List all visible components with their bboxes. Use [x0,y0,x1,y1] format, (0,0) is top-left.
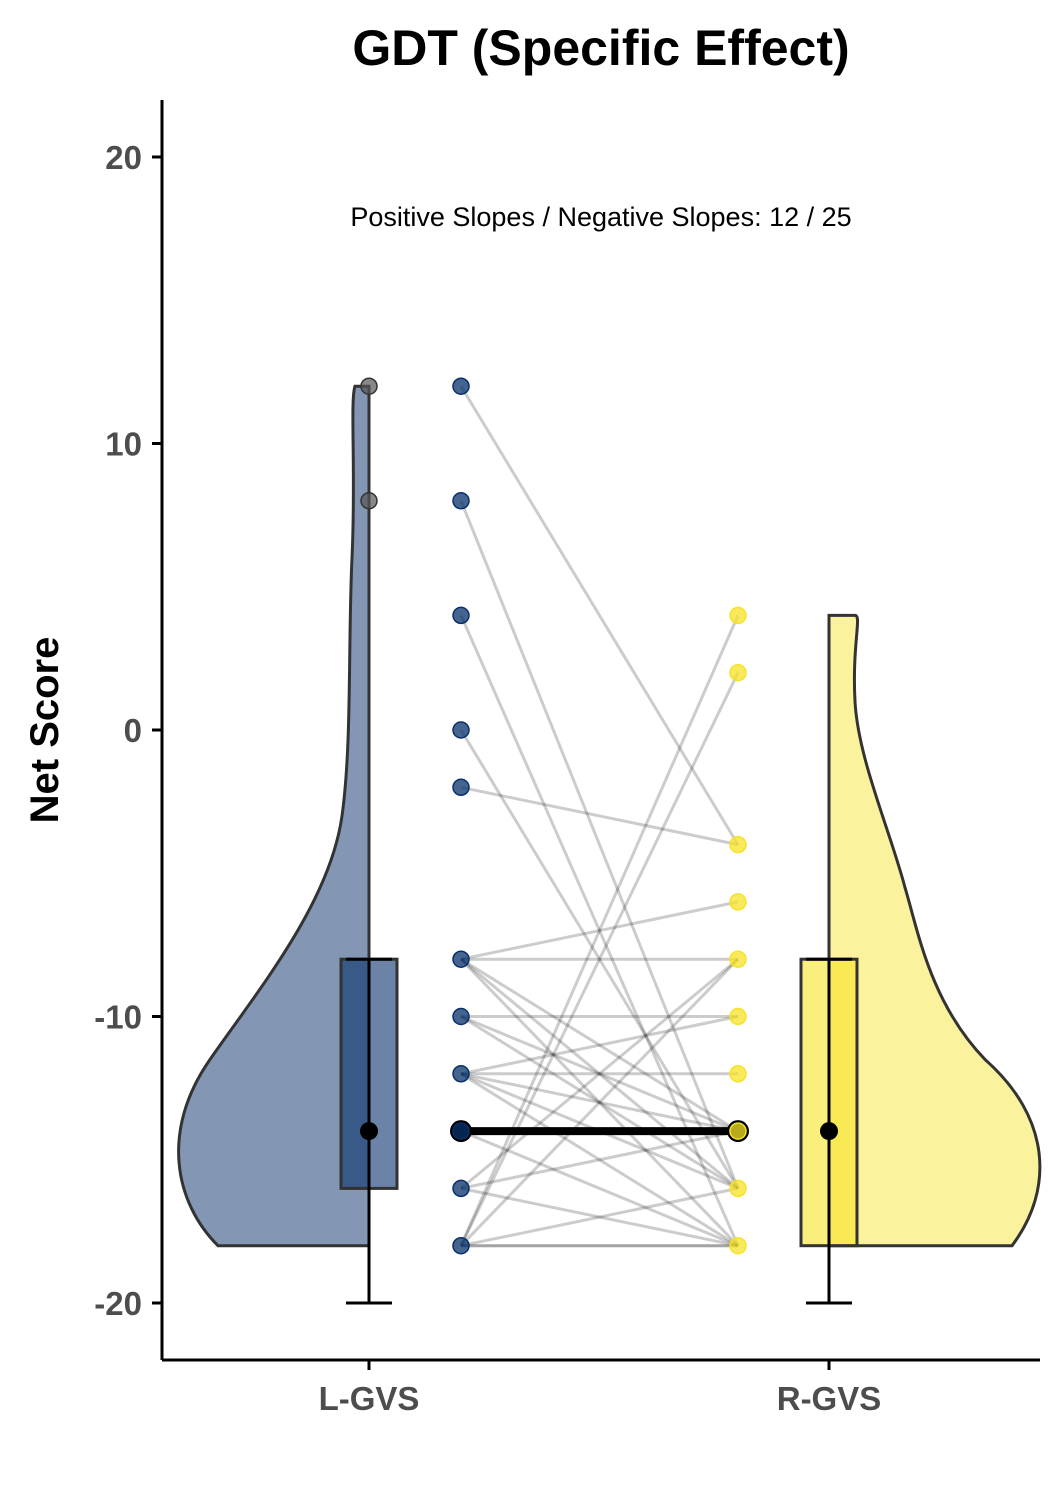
pair-line [460,1015,739,1133]
pair-line [459,385,740,846]
pair-line [459,729,740,1190]
data-point-l-gvs [452,1007,470,1026]
data-point-l-gvs [452,377,470,395]
data-point-l-gvs [452,1179,470,1198]
pair-line [460,958,739,1190]
pair-line [460,1072,739,1247]
data-point-r-gvs [729,1236,747,1255]
data-point-r-gvs [729,1007,747,1026]
y-tick-label: 10 [105,426,142,463]
chart-title: GDT (Specific Effect) [352,20,849,76]
pair-line [459,958,740,1247]
y-tick-label: -10 [94,999,142,1036]
data-point-l-gvs [452,778,470,797]
pair-line [460,957,739,1133]
data-point-l-gvs [452,1122,470,1140]
pair-line [459,958,740,1247]
data-point-r-gvs [729,950,747,968]
data-point-r-gvs [729,663,747,682]
data-point-r-gvs [729,1122,747,1140]
mean-point-l [360,1122,378,1141]
y-tick-label: 20 [105,139,142,176]
x-tick-label: R-GVS [777,1380,882,1417]
pair-line [460,1072,739,1133]
pair-line [459,614,740,1247]
y-tick-label: 0 [124,712,142,749]
data-point-r-gvs [729,606,747,625]
data-point-r-gvs [729,1065,747,1083]
plot-area: -20 -10 0 10 20 L-GVS R-GVS [94,100,1042,1417]
violin-r-gvs [827,613,1042,1248]
pair-line [460,900,739,961]
y-axis-label: Net Score [23,637,67,824]
data-point-r-gvs [729,1179,747,1198]
data-point-l-gvs [452,950,470,968]
pair-line [460,1129,739,1248]
data-point-l-gvs [452,1236,470,1255]
pair-line [459,672,740,1247]
data-point-l-gvs [452,721,470,739]
data-point-l-gvs [452,492,470,510]
data-point-r-gvs [729,835,747,854]
pair-line [460,1186,739,1248]
pair-line [460,1015,739,1190]
y-tick-label: -20 [94,1285,142,1322]
pair-line [460,1186,739,1248]
mean-point-r [820,1122,838,1141]
pair-line [460,785,739,847]
slope-annotation: Positive Slopes / Negative Slopes: 12 / … [350,202,851,232]
pair-line [460,1129,739,1190]
outlier-point [360,377,378,395]
outlier-point [360,492,378,510]
data-point-l-gvs [452,1065,470,1083]
violin-l-gvs [177,384,371,1248]
pair-line [459,500,740,1189]
pair-line [460,1015,739,1076]
x-tick-label: L-GVS [319,1380,420,1417]
data-point-l-gvs [452,606,470,625]
pair-line [459,614,740,1247]
pair-line [460,958,739,1190]
data-point-r-gvs [729,893,747,911]
